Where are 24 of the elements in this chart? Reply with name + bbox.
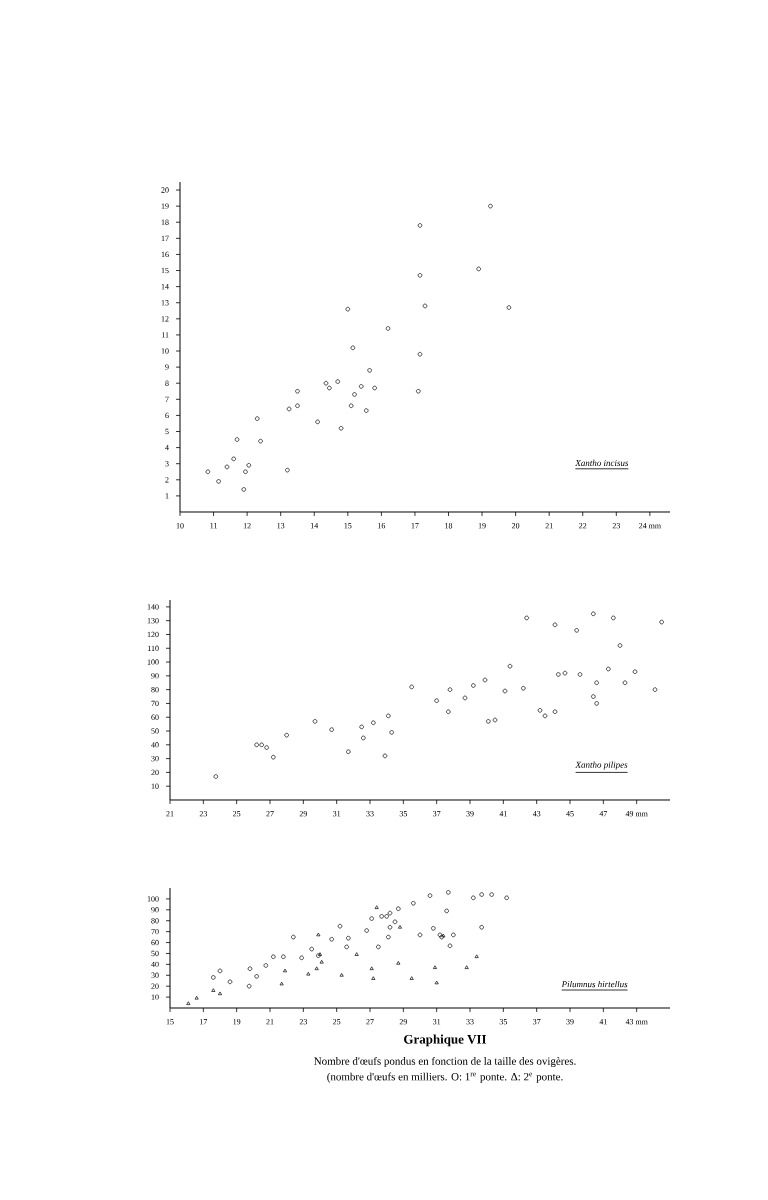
point xyxy=(507,663,513,669)
point xyxy=(417,351,423,357)
point xyxy=(382,753,388,759)
point xyxy=(392,919,398,925)
point xyxy=(562,670,568,676)
point xyxy=(542,713,548,719)
point xyxy=(447,943,453,949)
point xyxy=(350,345,356,351)
point xyxy=(422,303,428,309)
point xyxy=(323,380,329,386)
point xyxy=(502,688,508,694)
point xyxy=(482,677,488,683)
point xyxy=(227,979,233,985)
point xyxy=(387,910,393,916)
point xyxy=(462,695,468,701)
point xyxy=(246,983,252,989)
point xyxy=(417,932,423,938)
point xyxy=(492,717,498,723)
point xyxy=(345,306,351,312)
point xyxy=(217,968,223,974)
point xyxy=(224,464,230,470)
point xyxy=(286,406,292,412)
point xyxy=(337,923,343,929)
point xyxy=(552,622,558,628)
